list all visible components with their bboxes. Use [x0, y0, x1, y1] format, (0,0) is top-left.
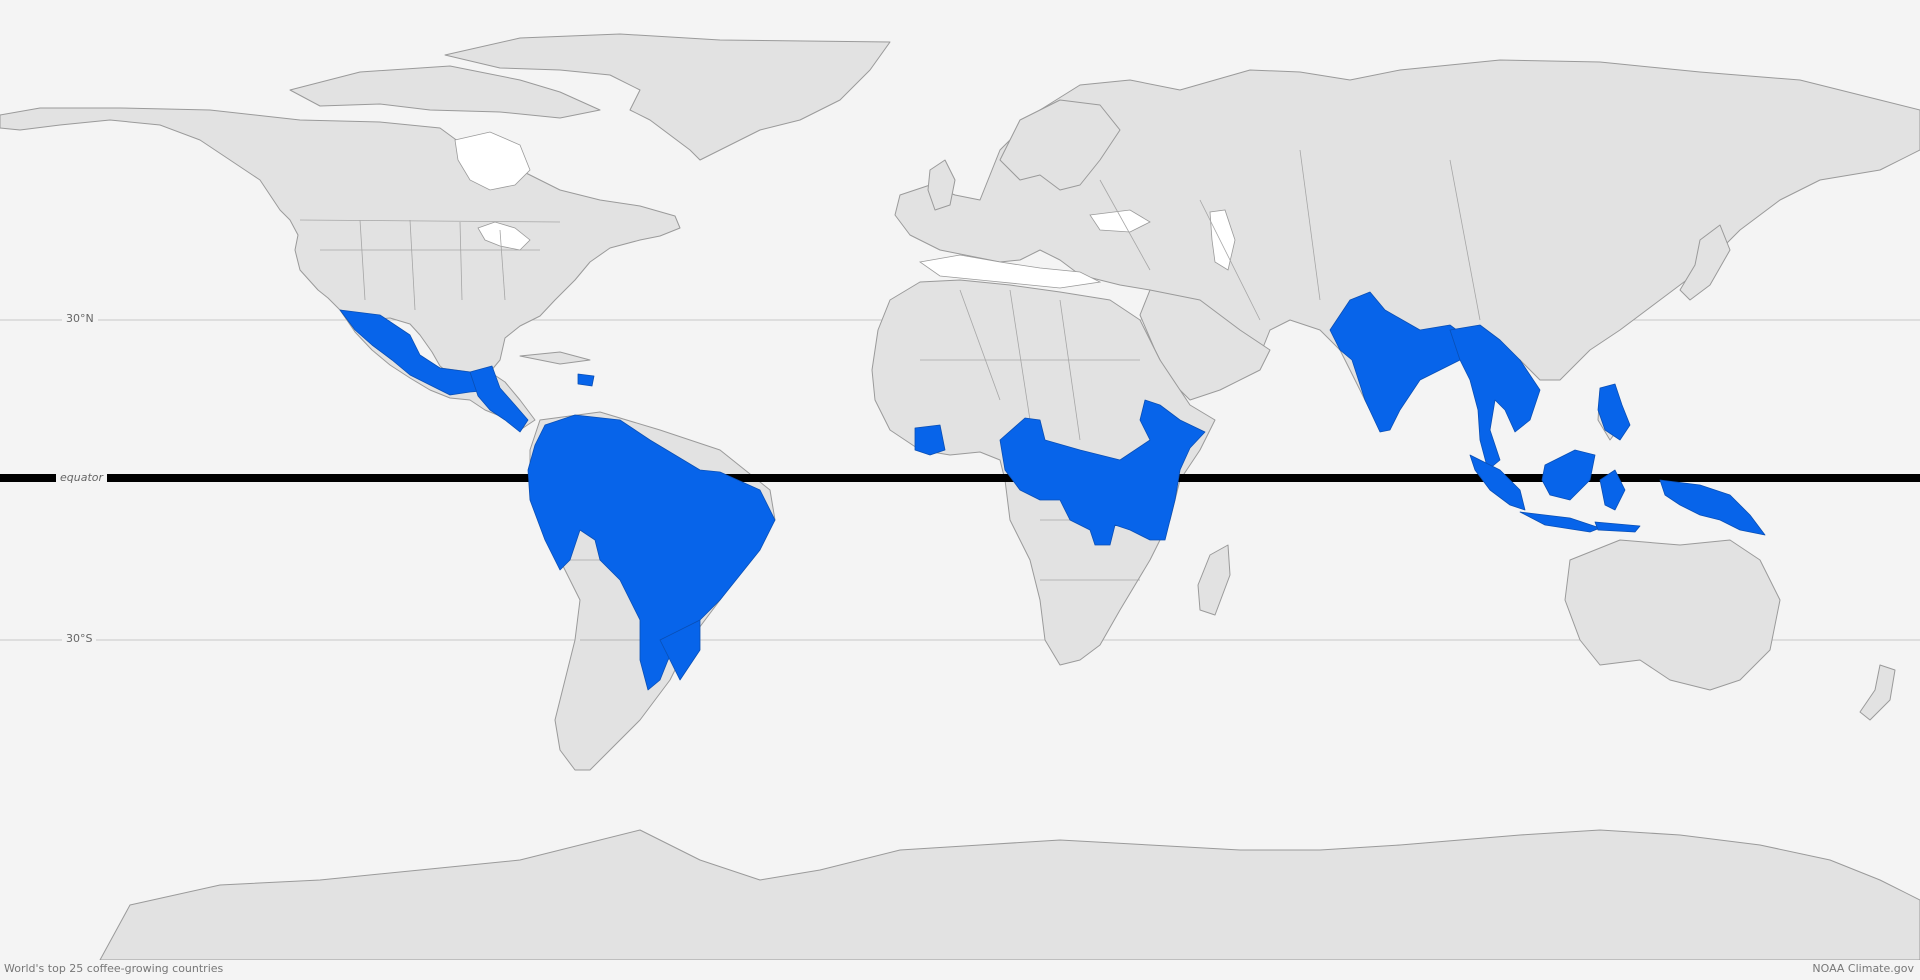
country-central-america — [469, 365, 529, 433]
land-arabia — [1139, 289, 1271, 401]
lat-label-30s: 30°S — [62, 632, 97, 645]
world-map — [0, 33, 1920, 960]
country-sumatra — [1469, 454, 1526, 511]
country-south-america-north — [527, 414, 776, 691]
mediterranean-sea — [918, 254, 1102, 289]
land-antarctica — [99, 829, 1920, 960]
map-credit: NOAA Climate.gov — [1812, 962, 1914, 975]
country-brazil-south — [659, 619, 701, 681]
land-australia — [1564, 539, 1781, 691]
land-great-britain — [927, 159, 956, 211]
caspian-sea — [1209, 209, 1236, 271]
country-central-africa — [999, 399, 1206, 546]
black-sea — [1089, 209, 1151, 233]
land-greenland — [444, 33, 891, 161]
country-haiti — [577, 373, 595, 387]
equator-line — [0, 474, 1920, 482]
land-japan — [1679, 224, 1731, 301]
country-southeast-asia — [1449, 324, 1541, 471]
land-north-america — [0, 107, 681, 381]
land-caribbean — [519, 351, 591, 365]
country-timor-islands — [1594, 521, 1641, 533]
map-caption: World's top 25 coffee-growing countries — [4, 962, 224, 975]
country-india — [1329, 291, 1471, 433]
land-arctic-islands — [289, 65, 601, 119]
country-borneo — [1541, 449, 1596, 501]
country-philippines — [1597, 383, 1631, 441]
coffee-countries — [339, 291, 1766, 691]
land-scandinavia — [999, 99, 1121, 191]
land-madagascar — [1197, 544, 1231, 616]
land-masses — [0, 33, 1920, 960]
lat-label-equator: equator — [56, 471, 108, 484]
country-sulawesi — [1599, 469, 1626, 511]
country-papua-new-guinea — [1659, 479, 1766, 536]
hudson-bay — [454, 131, 531, 191]
great-lakes — [477, 221, 531, 251]
country-cote-divoire — [914, 424, 946, 456]
lat-label-30n: 30°N — [62, 312, 98, 325]
country-java — [1519, 511, 1601, 533]
land-new-zealand — [1859, 664, 1896, 721]
